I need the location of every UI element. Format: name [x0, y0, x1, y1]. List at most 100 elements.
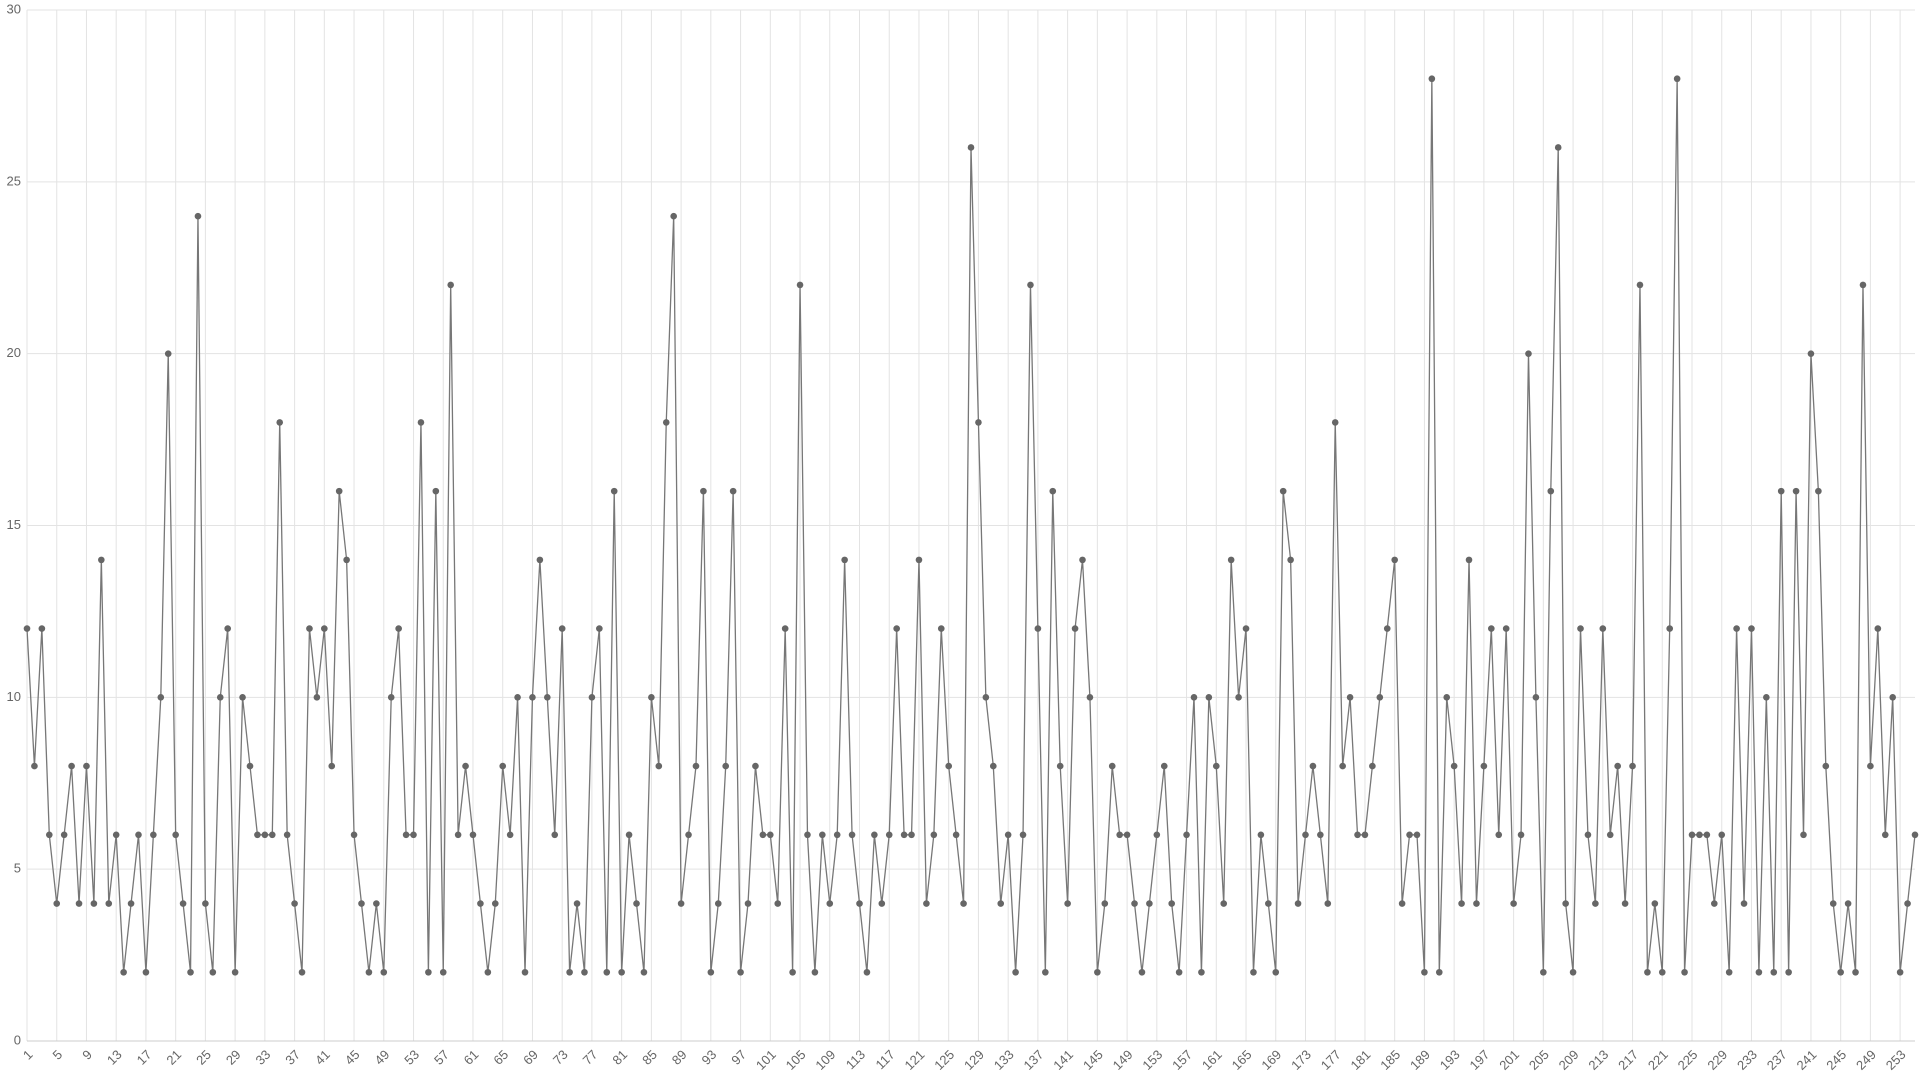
- data-point: [960, 900, 967, 907]
- x-tick-label: 161: [1199, 1047, 1225, 1073]
- data-point: [469, 831, 477, 839]
- data-point: [365, 968, 373, 976]
- data-point: [923, 900, 930, 907]
- x-tick-label: 105: [783, 1047, 809, 1073]
- data-point: [1198, 968, 1205, 976]
- x-tick-label: 193: [1437, 1047, 1463, 1073]
- data-point: [1354, 831, 1361, 839]
- x-tick-label: 133: [991, 1047, 1017, 1073]
- data-point: [358, 900, 365, 907]
- data-point: [856, 900, 863, 907]
- data-point: [491, 900, 499, 907]
- data-point: [1822, 762, 1830, 770]
- data-point: [1138, 968, 1146, 976]
- data-point: [566, 968, 573, 976]
- x-tick-label: 25: [193, 1047, 214, 1068]
- x-tick-label: 101: [753, 1047, 779, 1073]
- data-point: [1317, 831, 1324, 839]
- x-tick-label: 61: [461, 1047, 482, 1068]
- data-point: [774, 900, 782, 907]
- data-point: [506, 831, 514, 839]
- data-point: [1725, 968, 1733, 976]
- data-point: [1829, 900, 1837, 907]
- x-tick-label: 173: [1288, 1047, 1314, 1073]
- data-point: [1740, 900, 1748, 907]
- x-tick-label: 41: [312, 1047, 333, 1068]
- x-tick-label: 249: [1853, 1047, 1879, 1073]
- data-point: [737, 968, 744, 976]
- data-point: [952, 831, 960, 839]
- x-tick-label: 13: [104, 1047, 125, 1068]
- data-point: [283, 831, 291, 839]
- data-point: [640, 968, 648, 976]
- x-tick-label: 29: [223, 1047, 244, 1068]
- data-point: [410, 831, 417, 839]
- x-tick-label: 129: [961, 1047, 987, 1073]
- data-point: [1763, 694, 1770, 701]
- data-point: [796, 281, 804, 289]
- data-point: [692, 762, 700, 770]
- data-point: [462, 762, 469, 770]
- x-tick-label: 85: [639, 1047, 660, 1068]
- x-tick-label: 57: [431, 1047, 452, 1068]
- data-point: [662, 419, 670, 426]
- data-point: [83, 762, 90, 770]
- data-point: [75, 900, 83, 907]
- data-point: [1257, 831, 1265, 839]
- data-point: [529, 694, 536, 701]
- data-point: [1019, 831, 1027, 839]
- x-tick-label: 241: [1794, 1047, 1820, 1073]
- x-tick-label: 225: [1675, 1047, 1701, 1073]
- data-point: [700, 487, 707, 495]
- data-point: [135, 831, 142, 839]
- data-point: [1688, 831, 1696, 839]
- data-point: [908, 831, 915, 839]
- x-tick-label: 137: [1020, 1047, 1046, 1073]
- data-point: [1168, 900, 1175, 907]
- data-point: [1629, 762, 1636, 770]
- data-point: [1294, 900, 1302, 907]
- data-point: [1324, 900, 1332, 907]
- data-point: [1859, 281, 1867, 289]
- y-tick-label: 10: [7, 689, 21, 704]
- data-point: [38, 625, 46, 632]
- data-point: [588, 694, 596, 701]
- data-point: [596, 625, 603, 632]
- data-point: [380, 968, 388, 976]
- data-point: [767, 831, 774, 839]
- data-point: [1502, 625, 1510, 632]
- data-point: [1346, 694, 1354, 701]
- data-point: [142, 968, 150, 976]
- data-point: [1012, 968, 1019, 976]
- data-point: [1777, 487, 1785, 495]
- y-tick-label: 5: [14, 861, 21, 876]
- data-point: [1584, 831, 1592, 839]
- data-point: [1004, 831, 1012, 839]
- x-tick-label: 73: [550, 1047, 571, 1068]
- data-point: [1227, 556, 1235, 564]
- data-point: [321, 625, 328, 632]
- x-tick-label: 21: [163, 1047, 184, 1068]
- x-tick-label: 245: [1823, 1047, 1849, 1073]
- x-tick-label: 201: [1496, 1047, 1522, 1073]
- data-point: [291, 900, 298, 907]
- data-point: [1495, 831, 1503, 839]
- data-point: [1703, 831, 1711, 839]
- data-point: [1465, 556, 1473, 564]
- data-point: [1881, 831, 1889, 839]
- x-tick-label: 109: [812, 1047, 838, 1073]
- data-point: [1896, 968, 1904, 976]
- x-tick-label: 177: [1318, 1047, 1344, 1073]
- data-point: [900, 831, 908, 839]
- data-point: [1837, 968, 1844, 976]
- data-point: [819, 831, 826, 839]
- data-point: [1383, 625, 1391, 632]
- data-point: [551, 831, 559, 839]
- data-point: [350, 831, 358, 839]
- data-point: [885, 831, 893, 839]
- data-point: [1064, 900, 1071, 907]
- data-point: [759, 831, 767, 839]
- data-point: [610, 487, 618, 495]
- data-point: [848, 831, 856, 839]
- data-point: [150, 831, 157, 839]
